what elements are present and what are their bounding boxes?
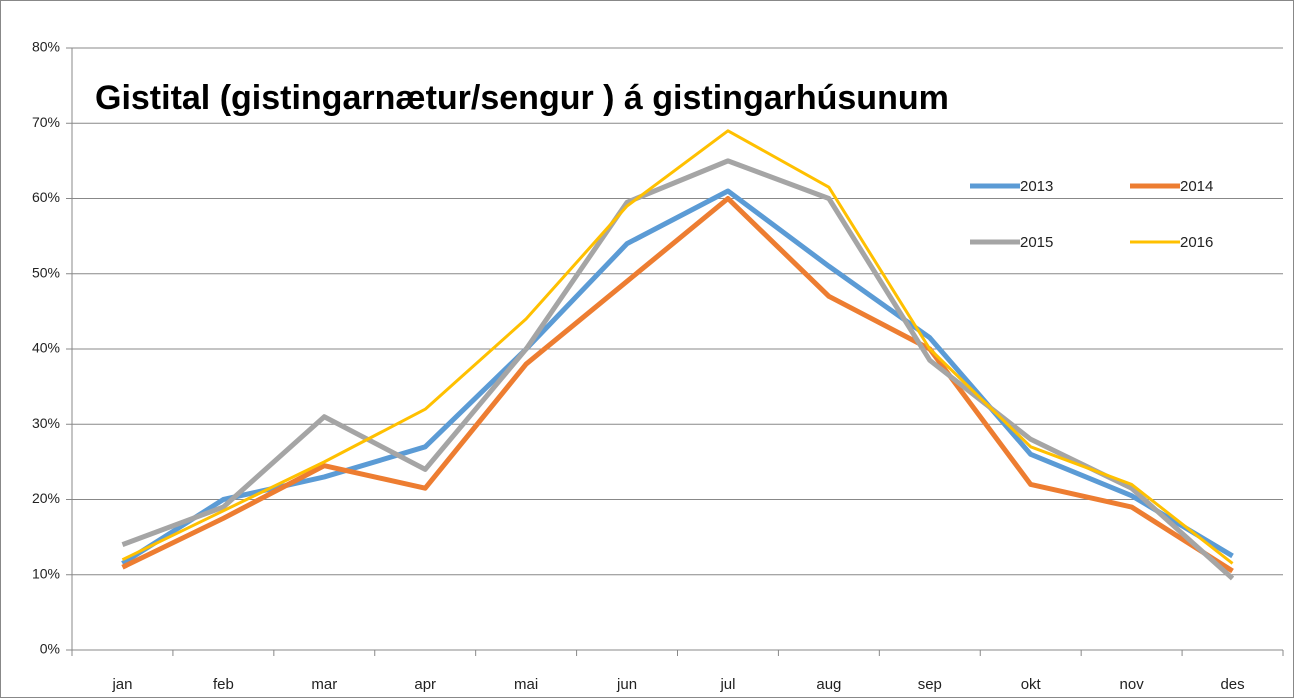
x-tick-label: jan [111, 676, 132, 693]
x-tick-label: jul [719, 676, 735, 693]
y-tick-label: 20% [32, 490, 60, 506]
series-line [121, 158, 1235, 581]
chart-title: Gistital (gistingarnætur/sengur ) á gist… [95, 79, 949, 117]
y-tick-label: 40% [32, 340, 60, 356]
x-tick-label: aug [816, 676, 841, 693]
series-line [121, 188, 1234, 566]
x-tick-label: des [1220, 676, 1244, 693]
x-tick-label: mar [311, 676, 337, 693]
y-tick-label: 0% [40, 641, 60, 657]
x-tick-label: apr [414, 676, 436, 693]
legend-label: 2013 [1020, 178, 1053, 195]
y-tick-label: 50% [32, 264, 60, 280]
legend-label: 2015 [1020, 234, 1053, 251]
y-tick-label: 10% [32, 565, 60, 581]
legend-label: 2014 [1180, 178, 1213, 195]
x-tick-label: okt [1021, 676, 1042, 693]
y-tick-label: 60% [32, 189, 60, 205]
y-tick-label: 70% [32, 114, 60, 130]
y-tick-label: 80% [32, 39, 60, 55]
x-tick-label: nov [1120, 676, 1145, 693]
series-line [121, 196, 1234, 574]
x-tick-label: feb [213, 676, 234, 693]
y-tick-label: 30% [32, 415, 60, 431]
series-line [121, 129, 1234, 565]
legend-label: 2016 [1180, 234, 1213, 251]
x-tick-label: mai [514, 676, 538, 693]
x-tick-label: sep [918, 676, 942, 693]
x-tick-label: jun [616, 676, 637, 693]
